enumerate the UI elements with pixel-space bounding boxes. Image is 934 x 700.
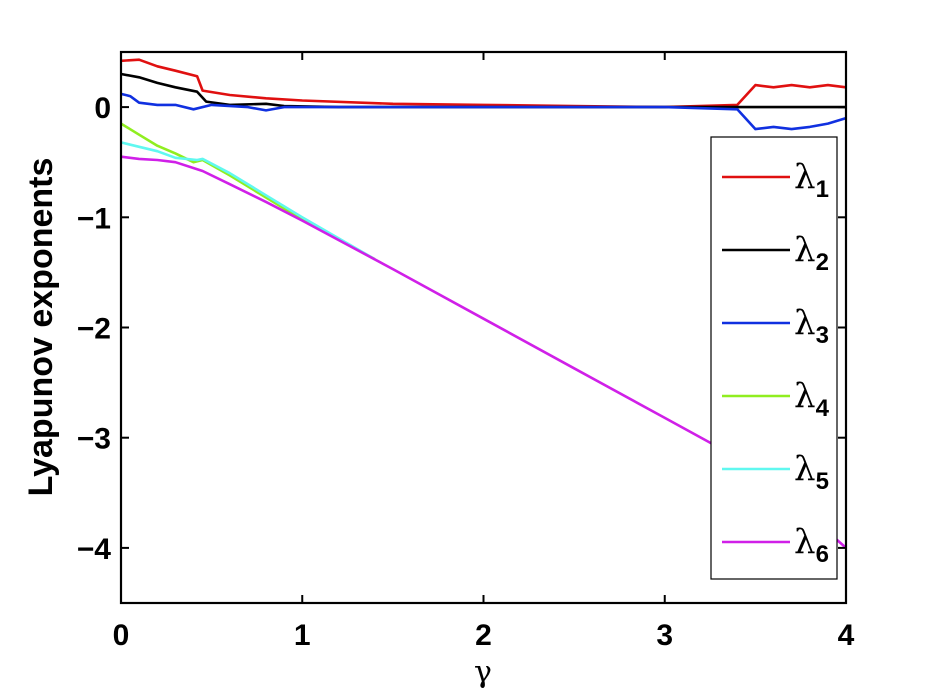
legend-label-lambda3: λ3 xyxy=(794,303,829,349)
legend-box xyxy=(710,136,838,580)
y-tick-label: −4 xyxy=(77,533,112,566)
x-tick-label: 4 xyxy=(838,619,855,652)
y-tick-label: 0 xyxy=(94,92,111,125)
series-line-lambda6 xyxy=(120,155,847,549)
legend-label-lambda4: λ4 xyxy=(794,376,830,422)
y-axis-title: Lyapunov exponents xyxy=(22,158,60,497)
y-tick-label: −3 xyxy=(77,423,111,456)
legend-label-sub: 2 xyxy=(816,249,829,276)
legend-label-sub: 5 xyxy=(816,468,829,495)
x-tick-label: 1 xyxy=(294,619,311,652)
legend-label-main: λ xyxy=(794,157,816,197)
x-tick-label: 0 xyxy=(113,619,130,652)
ticks-layer: 0 1 2 3 4 0 −1 −2 −3 −4 xyxy=(77,52,855,652)
legend-label-sub: 1 xyxy=(816,176,829,203)
legend-label-main: λ xyxy=(794,449,816,489)
series-layer xyxy=(120,58,847,549)
x-tick-label: 3 xyxy=(656,619,673,652)
legend-label-lambda1: λ1 xyxy=(794,157,829,203)
legend-label-main: λ xyxy=(794,522,816,562)
legend-label-lambda5: λ5 xyxy=(794,449,829,495)
legend-label-lambda2: λ2 xyxy=(794,230,829,276)
series-line-lambda3 xyxy=(120,92,847,131)
legend-label-main: λ xyxy=(794,303,816,343)
legend-label-main: λ xyxy=(794,230,816,270)
series-line-lambda1 xyxy=(120,58,847,109)
legend-label-sub: 3 xyxy=(816,322,829,349)
x-axis-title: γ xyxy=(474,655,492,690)
legend-label-lambda6: λ6 xyxy=(794,522,829,568)
legend-label-main: λ xyxy=(794,376,816,416)
y-tick-label: −1 xyxy=(77,202,111,235)
y-tick-label: −2 xyxy=(77,313,111,346)
legend-label-sub: 6 xyxy=(816,541,829,568)
series-line-lambda5 xyxy=(120,141,376,261)
x-tick-label: 2 xyxy=(475,619,492,652)
legend-label-sub: 4 xyxy=(816,395,830,422)
